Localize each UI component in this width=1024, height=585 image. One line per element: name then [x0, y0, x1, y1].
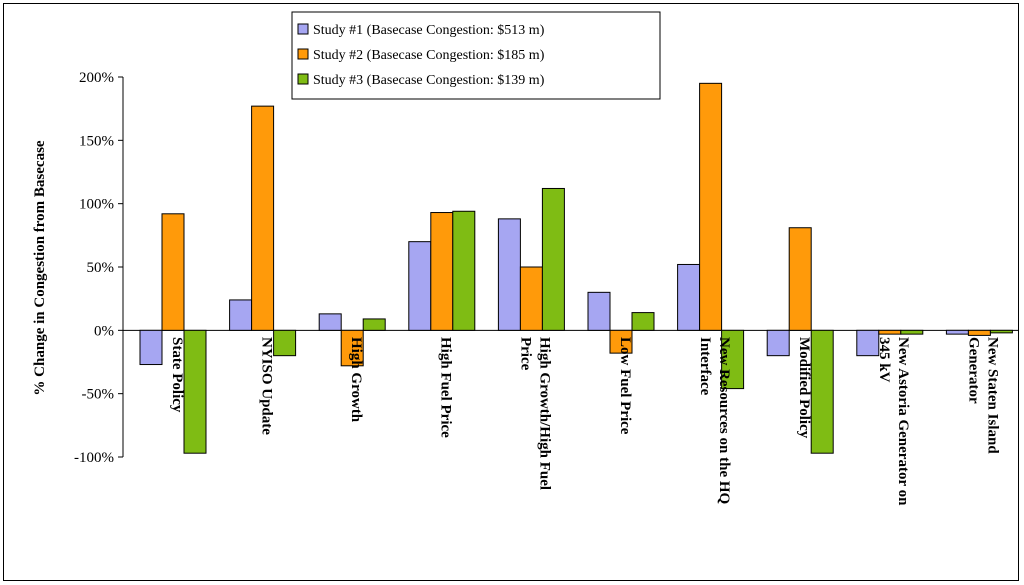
category-label-line: High Growth/High Fuel — [537, 337, 553, 490]
bar-series-3 — [452, 210, 476, 331]
bar-series-1 — [856, 329, 880, 357]
bar-series-2 — [878, 329, 902, 335]
category-label-line: NYISO Update — [258, 337, 274, 435]
legend-entry: Study #2 (Basecase Congestion: $185 m) — [313, 48, 545, 63]
y-tick-label: 50% — [87, 260, 115, 276]
bar-series-2 — [967, 329, 991, 336]
category-label-line: New Resources on the HQ — [716, 337, 732, 505]
bar-series-2 — [699, 82, 723, 331]
bar-series-3 — [900, 329, 924, 335]
bar-series-2 — [340, 329, 364, 367]
y-axis-label: % Change in Congestion from Basecase — [32, 140, 48, 395]
bar-series-3 — [362, 318, 386, 331]
category-label-line: State Policy — [169, 337, 185, 413]
category-label: Low Fuel Price — [617, 337, 633, 435]
category-label: NYISO Update — [258, 337, 274, 435]
bar-series-3 — [810, 329, 834, 454]
bar-series-1 — [497, 218, 521, 331]
legend-box — [291, 11, 661, 100]
category-label-line: New Staten Island — [985, 337, 1001, 454]
category-label-line: Generator — [966, 337, 982, 404]
legend-swatch — [297, 73, 309, 85]
bar-series-1 — [139, 329, 163, 366]
category-label: High Growth — [348, 337, 364, 423]
category-label: High Fuel Price — [438, 337, 454, 438]
category-label-line: High Fuel Price — [438, 337, 454, 438]
y-tick-label: -50% — [82, 387, 115, 403]
bar-series-2 — [788, 227, 812, 331]
bar-series-3 — [541, 187, 565, 331]
bar-series-2 — [430, 212, 454, 331]
category-label-line: 345 kV — [876, 337, 892, 383]
category-label-line: New Astoria Generator on — [895, 337, 911, 506]
y-tick-label: 200% — [79, 70, 114, 86]
bar-series-1 — [587, 291, 611, 331]
bar-series-3 — [721, 329, 745, 390]
y-tick-label: 100% — [79, 197, 114, 213]
category-label: State Policy — [169, 337, 185, 413]
bar-series-1 — [677, 263, 701, 331]
legend: Study #1 (Basecase Congestion: $513 m) St… — [291, 11, 661, 100]
legend-entry: Study #1 (Basecase Congestion: $513 m) — [313, 23, 545, 38]
bar-series-2 — [161, 213, 185, 331]
bar-series-3 — [273, 329, 297, 357]
y-tick-label: 150% — [79, 133, 114, 149]
bar-series-1 — [766, 329, 790, 357]
bar-series-2 — [519, 266, 543, 331]
category-label-line: Interface — [697, 337, 713, 396]
legend-entry: Study #3 (Basecase Congestion: $139 m) — [313, 73, 545, 88]
category-label: Modified Policy — [796, 337, 812, 439]
bar-series-1 — [945, 329, 969, 335]
bar-series-3 — [183, 329, 207, 454]
legend-swatch — [297, 48, 309, 60]
category-label-line: High Growth — [348, 337, 364, 423]
category-label-line: Price — [518, 337, 534, 371]
bar-series-3 — [989, 329, 1013, 334]
bar-series-3 — [631, 312, 655, 331]
y-tick-label: -100% — [74, 450, 114, 466]
category-label-line: Modified Policy — [796, 337, 812, 439]
bar-series-2 — [609, 329, 633, 354]
bar-series-2 — [251, 105, 275, 331]
category-labels: State Policy NYISO Update High Growth High … — [169, 337, 1001, 506]
category-label-line: Low Fuel Price — [617, 337, 633, 435]
bars — [139, 82, 1013, 454]
y-tick-label: 0% — [94, 323, 114, 339]
bar-series-1 — [408, 241, 432, 331]
legend-swatch — [297, 23, 309, 35]
bar-series-1 — [318, 313, 342, 331]
bar-series-1 — [229, 299, 253, 331]
